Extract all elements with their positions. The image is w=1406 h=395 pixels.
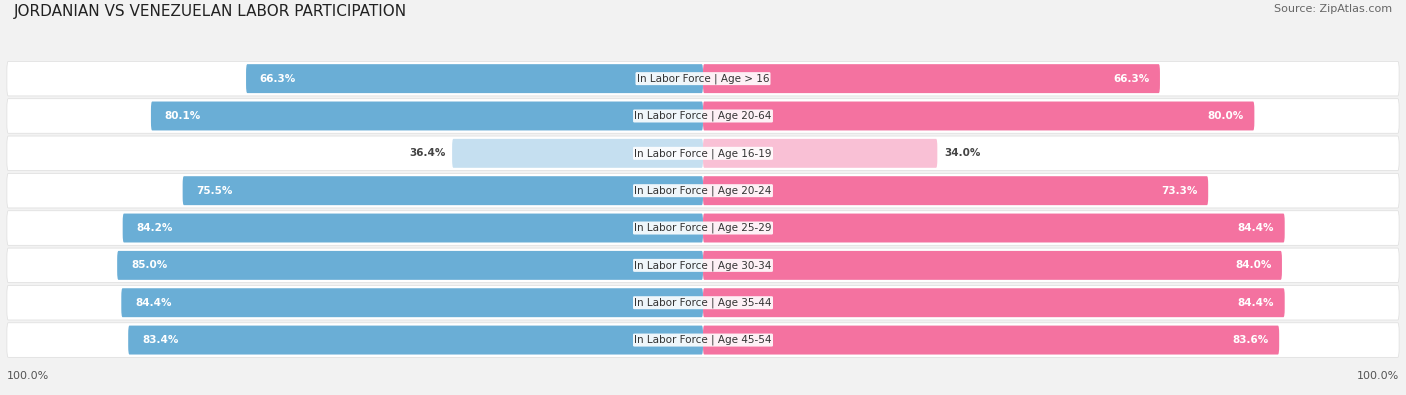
Text: JORDANIAN VS VENEZUELAN LABOR PARTICIPATION: JORDANIAN VS VENEZUELAN LABOR PARTICIPAT… (14, 4, 408, 19)
Text: 100.0%: 100.0% (1357, 371, 1399, 381)
Text: In Labor Force | Age 20-64: In Labor Force | Age 20-64 (634, 111, 772, 121)
Text: In Labor Force | Age 45-54: In Labor Force | Age 45-54 (634, 335, 772, 345)
Text: In Labor Force | Age 20-24: In Labor Force | Age 20-24 (634, 185, 772, 196)
FancyBboxPatch shape (703, 288, 1285, 317)
FancyBboxPatch shape (453, 139, 703, 168)
FancyBboxPatch shape (150, 102, 703, 130)
FancyBboxPatch shape (703, 325, 1279, 355)
Text: 80.0%: 80.0% (1208, 111, 1244, 121)
Text: 36.4%: 36.4% (409, 149, 446, 158)
FancyBboxPatch shape (183, 176, 703, 205)
FancyBboxPatch shape (7, 286, 1399, 320)
Text: 66.3%: 66.3% (1114, 73, 1150, 84)
Text: In Labor Force | Age 30-34: In Labor Force | Age 30-34 (634, 260, 772, 271)
FancyBboxPatch shape (7, 211, 1399, 245)
FancyBboxPatch shape (117, 251, 703, 280)
Text: In Labor Force | Age 35-44: In Labor Force | Age 35-44 (634, 297, 772, 308)
Text: 83.6%: 83.6% (1233, 335, 1268, 345)
FancyBboxPatch shape (246, 64, 703, 93)
Text: 84.2%: 84.2% (136, 223, 173, 233)
Text: 66.3%: 66.3% (260, 73, 297, 84)
Text: In Labor Force | Age 25-29: In Labor Force | Age 25-29 (634, 223, 772, 233)
FancyBboxPatch shape (128, 325, 703, 355)
Text: 80.1%: 80.1% (165, 111, 201, 121)
FancyBboxPatch shape (703, 102, 1254, 130)
FancyBboxPatch shape (7, 173, 1399, 208)
FancyBboxPatch shape (7, 61, 1399, 96)
Text: 84.4%: 84.4% (1237, 223, 1274, 233)
FancyBboxPatch shape (7, 248, 1399, 283)
FancyBboxPatch shape (703, 139, 938, 168)
Text: 34.0%: 34.0% (945, 149, 980, 158)
FancyBboxPatch shape (703, 251, 1282, 280)
Text: 84.4%: 84.4% (1237, 298, 1274, 308)
Text: In Labor Force | Age > 16: In Labor Force | Age > 16 (637, 73, 769, 84)
Text: 84.4%: 84.4% (135, 298, 172, 308)
FancyBboxPatch shape (703, 214, 1285, 243)
Text: 84.0%: 84.0% (1236, 260, 1271, 270)
Text: In Labor Force | Age 16-19: In Labor Force | Age 16-19 (634, 148, 772, 158)
FancyBboxPatch shape (7, 99, 1399, 133)
Text: 100.0%: 100.0% (7, 371, 49, 381)
FancyBboxPatch shape (122, 214, 703, 243)
Text: 75.5%: 75.5% (197, 186, 233, 196)
FancyBboxPatch shape (7, 323, 1399, 357)
Text: 73.3%: 73.3% (1161, 186, 1198, 196)
Text: 85.0%: 85.0% (131, 260, 167, 270)
FancyBboxPatch shape (7, 136, 1399, 171)
FancyBboxPatch shape (121, 288, 703, 317)
FancyBboxPatch shape (703, 176, 1208, 205)
FancyBboxPatch shape (703, 64, 1160, 93)
Text: 83.4%: 83.4% (142, 335, 179, 345)
Text: Source: ZipAtlas.com: Source: ZipAtlas.com (1274, 4, 1392, 14)
